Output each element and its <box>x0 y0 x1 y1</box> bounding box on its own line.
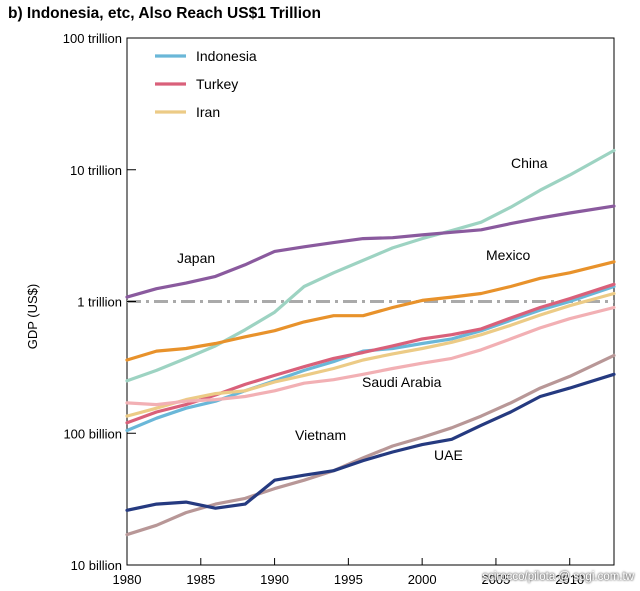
legend: Indonesia Turkey Iran <box>155 48 257 120</box>
y-tick-label: 100 billion <box>63 426 122 441</box>
y-tick-label: 10 billion <box>71 558 122 573</box>
series-label-mexico: Mexico <box>486 247 531 263</box>
series-line-japan <box>125 204 616 299</box>
series-line-saudi-arabia <box>125 305 616 407</box>
legend-label-iran: Iran <box>196 104 220 120</box>
x-tick-label: 1980 <box>113 572 142 587</box>
series-line-uae <box>125 372 616 512</box>
y-tick-label: 1 trillion <box>77 295 122 310</box>
axes-layer: 10 billion 100 billion 1 trillion 10 trilli… <box>25 31 584 587</box>
y-tick-label: 100 trillion <box>63 31 122 46</box>
series-label-vietnam: Vietnam <box>295 427 346 443</box>
legend-label-turkey: Turkey <box>196 76 238 92</box>
watermark: scirocco/pilota @ sogi.com.tw <box>482 571 634 583</box>
series-label-japan: Japan <box>177 250 215 266</box>
x-tick-label: 2010 <box>555 572 584 587</box>
series-line-china <box>125 148 616 383</box>
x-tick-label: 1990 <box>260 572 289 587</box>
y-axis-title: GDP (US$) <box>25 284 40 350</box>
x-tick-label: 1995 <box>334 572 363 587</box>
series-label-saudi-arabia: Saudi Arabia <box>362 374 442 390</box>
series-layer <box>125 148 616 537</box>
x-tick-label: 2005 <box>481 572 510 587</box>
x-tick-label: 1985 <box>186 572 215 587</box>
series-line-iran <box>125 291 616 418</box>
series-line-turkey <box>125 282 616 425</box>
x-tick-label: 2000 <box>408 572 437 587</box>
series-label-layer: China Japan Mexico Saudi Arabia Vietnam UAE <box>177 155 548 463</box>
legend-label-indonesia: Indonesia <box>196 48 257 64</box>
series-label-china: China <box>511 155 548 171</box>
series-label-uae: UAE <box>434 447 463 463</box>
series-line-mexico <box>125 260 616 362</box>
chart-title: b) Indonesia, etc, Also Reach US$1 Trill… <box>8 5 321 22</box>
y-tick-label: 10 trillion <box>70 163 122 178</box>
